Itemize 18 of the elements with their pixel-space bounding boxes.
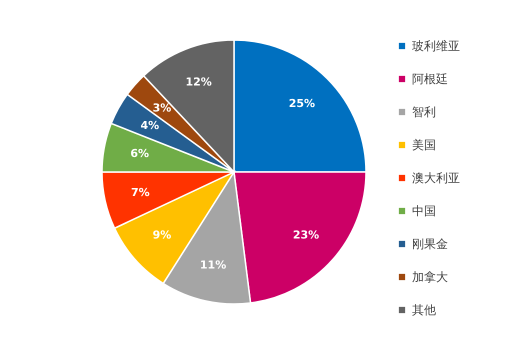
data-label: 9% — [152, 228, 172, 242]
legend-label: 刚果金 — [412, 237, 448, 251]
data-label: 23% — [292, 228, 320, 242]
data-label: 7% — [130, 186, 150, 199]
legend-label: 阿根廷 — [412, 72, 448, 86]
data-label: 11% — [200, 258, 226, 272]
data-label: 3% — [152, 102, 172, 115]
legend-label: 智利 — [412, 105, 436, 119]
legend-label: 其他 — [412, 303, 436, 317]
data-label: 12% — [185, 76, 212, 89]
data-label: 4% — [140, 118, 160, 132]
legend-label: 中国 — [412, 204, 436, 218]
legend-label: 美国 — [412, 138, 436, 152]
legend-label: 加拿大 — [412, 270, 448, 284]
legend-label: 玻利维亚 — [412, 39, 460, 53]
legend-label: 澳大利亚 — [412, 171, 460, 185]
data-label: 6% — [130, 147, 150, 160]
data-label: 25% — [288, 97, 316, 110]
